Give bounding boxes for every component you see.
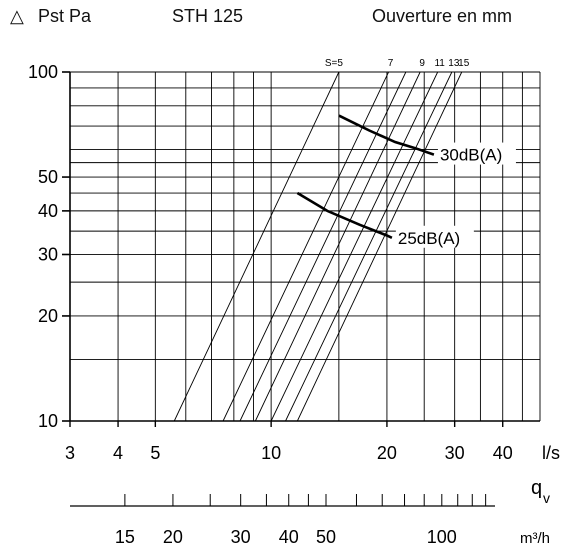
noise-curve	[296, 191, 393, 239]
secondary-tick-label: 30	[231, 527, 251, 547]
x-tick-label: 3	[65, 443, 75, 463]
x-tick-label: 4	[113, 443, 123, 463]
y-tick-label: 100	[28, 62, 58, 82]
secondary-tick-label: 20	[163, 527, 183, 547]
secondary-tick-label: 15	[115, 527, 135, 547]
series-line	[254, 71, 421, 422]
series-label: S=5	[325, 58, 344, 69]
secondary-tick-label: 40	[279, 527, 299, 547]
series-line	[222, 71, 389, 422]
noise-label-bg	[437, 142, 516, 165]
noise-label-bg	[395, 225, 474, 248]
y-axis-title: Pst Pa	[38, 6, 92, 26]
series-line	[239, 71, 407, 422]
delta-symbol: △	[10, 6, 24, 26]
secondary-tick-label: 100	[427, 527, 457, 547]
flow-subscript: v	[543, 490, 550, 506]
y-tick-label: 50	[38, 167, 58, 187]
series-label: 15	[458, 58, 470, 69]
series-line	[173, 71, 340, 422]
grid	[69, 71, 541, 422]
secondary-unit-label: m³/h	[520, 530, 550, 547]
noise-curves: 30dB(A) 25dB(A)	[296, 114, 516, 248]
x-tick-label: 30	[445, 443, 465, 463]
y-tick-label: 40	[38, 201, 58, 221]
secondary-axis: 15 20 30 40 50 100 m³/h q v	[70, 477, 550, 547]
y-tick-label: 20	[38, 306, 58, 326]
x-unit-label: l/s	[542, 443, 560, 463]
series-line	[285, 71, 453, 422]
x-tick-label: 5	[150, 443, 160, 463]
series-label: 13	[448, 58, 460, 69]
model-label: STH 125	[172, 6, 244, 26]
axes	[62, 71, 540, 427]
series-lines	[173, 71, 463, 422]
noise-label: 30dB(A)	[440, 146, 502, 165]
noise-curve	[338, 114, 435, 156]
series-label: 7	[388, 58, 394, 69]
x-tick-label: 20	[377, 443, 397, 463]
series-line	[270, 71, 439, 422]
y-tick-label: 10	[38, 411, 58, 431]
opening-label: Ouverture en mm	[372, 6, 513, 26]
noise-label: 25dB(A)	[398, 229, 460, 248]
series-label: 9	[419, 58, 425, 69]
y-tick-label: 30	[38, 244, 58, 264]
series-line	[296, 71, 463, 422]
series-label: 11	[434, 58, 445, 69]
x-tick-label: 10	[261, 443, 281, 463]
secondary-tick-label: 50	[316, 527, 336, 547]
x-tick-label: 40	[493, 443, 513, 463]
flow-symbol: q	[531, 477, 542, 499]
